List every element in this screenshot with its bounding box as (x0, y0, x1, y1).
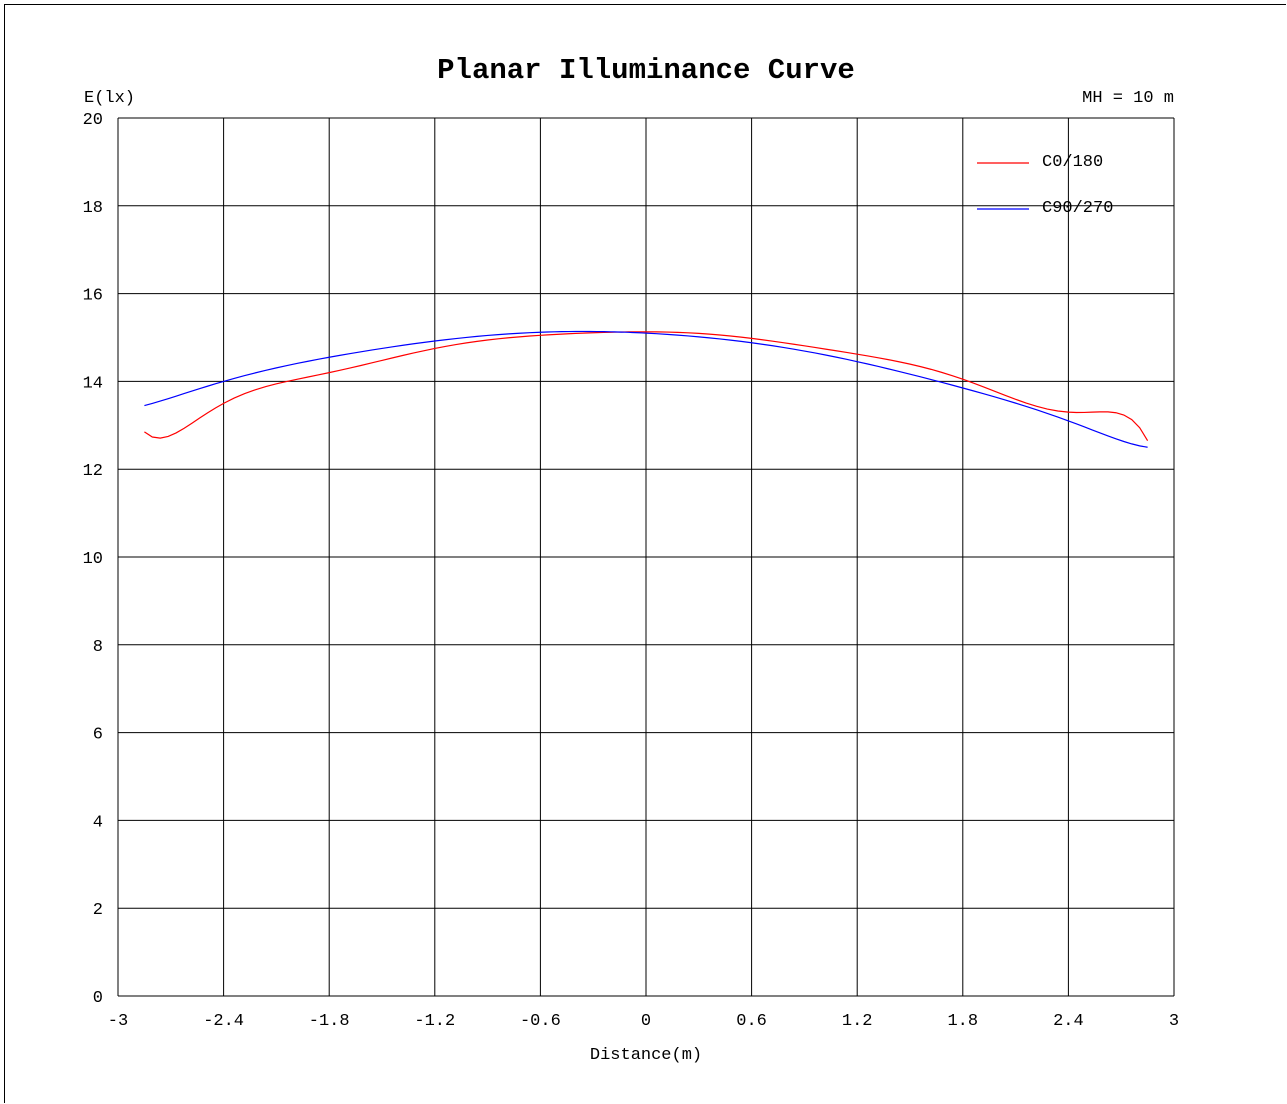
y-tick-label: 20 (83, 111, 103, 130)
chart-frame (4, 4, 1286, 1103)
y-tick-labels: 0 2 4 6 8 10 12 14 16 18 20 (83, 111, 103, 1008)
mounting-height-annotation: MH = 10 m (1082, 89, 1174, 108)
x-tick-label: 3 (1169, 1012, 1179, 1031)
y-tick-label: 16 (83, 287, 103, 306)
y-tick-label: 18 (83, 199, 103, 218)
x-tick-label: -0.6 (520, 1012, 561, 1031)
grid (117, 117, 1175, 997)
x-tick-label: 0 (641, 1012, 651, 1031)
x-tick-label: -1.8 (309, 1012, 350, 1031)
x-tick-label: 1.8 (947, 1012, 978, 1031)
x-tick-labels: -3 -2.4 -1.8 -1.2 -0.6 0 0.6 1.2 1.8 2.4 3 (108, 1012, 1179, 1031)
x-tick-label: 2.4 (1053, 1012, 1084, 1031)
y-tick-label: 8 (93, 638, 103, 657)
legend-label-0: C0/180 (1042, 153, 1103, 172)
y-tick-label: 6 (93, 726, 103, 745)
x-tick-label: -2.4 (203, 1012, 244, 1031)
legend-label-1: C90/270 (1042, 199, 1113, 218)
x-axis-label: Distance(m) (590, 1046, 702, 1065)
series-line-1 (144, 330, 1148, 448)
legend: C0/180 C90/270 (977, 153, 1113, 218)
chart-title: Planar Illuminance Curve (437, 54, 855, 87)
x-tick-label: -3 (108, 1012, 128, 1031)
y-tick-label: 14 (83, 374, 103, 393)
y-tick-label: 2 (93, 901, 103, 920)
y-tick-label: 0 (93, 989, 103, 1008)
y-tick-label: 4 (93, 813, 103, 832)
y-tick-label: 10 (83, 550, 103, 569)
y-axis-label: E(lx) (84, 89, 135, 108)
x-tick-label: -1.2 (414, 1012, 455, 1031)
x-tick-label: 0.6 (736, 1012, 767, 1031)
x-tick-label: 1.2 (842, 1012, 873, 1031)
y-tick-label: 12 (83, 462, 103, 481)
series-lines (144, 330, 1149, 448)
